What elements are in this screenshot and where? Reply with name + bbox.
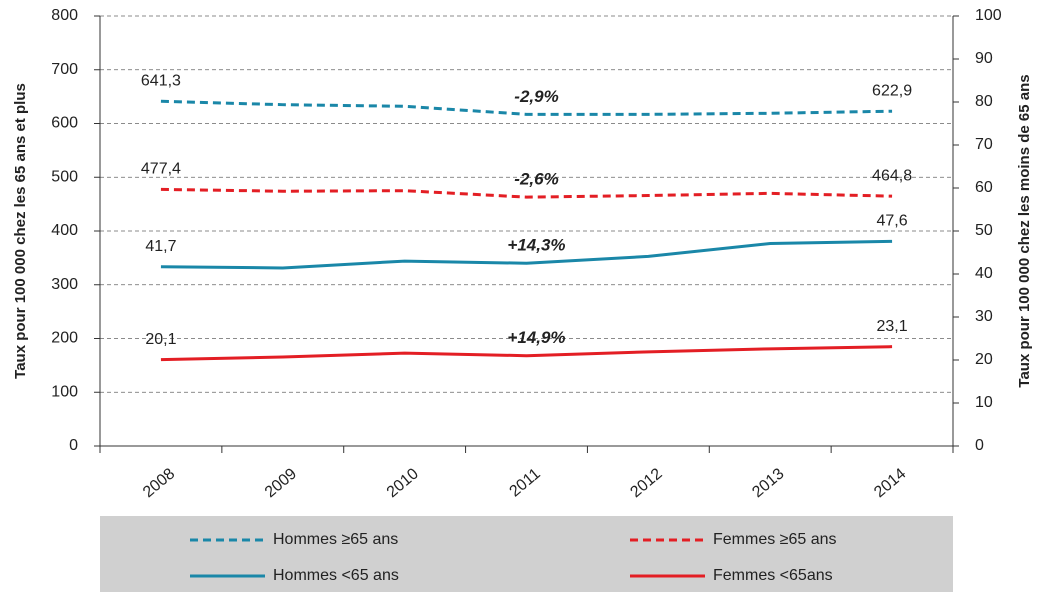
legend-box xyxy=(100,516,953,592)
y-axis-title: Taux pour 100 000 chez les 65 ans et plu… xyxy=(12,83,29,379)
data-label: 23,1 xyxy=(877,318,908,335)
y2-tick-label: 60 xyxy=(975,179,993,196)
change-label: +14,9% xyxy=(507,328,565,347)
y-tick-label: 100 xyxy=(51,383,78,400)
y2-tick-label: 40 xyxy=(975,265,993,282)
y-tick-label: 800 xyxy=(51,7,78,24)
y-tick-label: 600 xyxy=(51,115,78,132)
series-line xyxy=(160,239,893,270)
data-label: 641,3 xyxy=(141,73,181,90)
x-tick-label: 2009 xyxy=(262,465,300,501)
y-tick-label: 200 xyxy=(51,330,78,347)
y2-axis-title: Taux pour 100 000 chez les moins de 65 a… xyxy=(1016,74,1033,387)
y-tick-label: 300 xyxy=(51,276,78,293)
y2-tick-label: 10 xyxy=(975,394,993,411)
y2-tick-label: 20 xyxy=(975,351,993,368)
data-label: 464,8 xyxy=(872,167,912,184)
change-label: -2,6% xyxy=(514,170,558,189)
data-label: 47,6 xyxy=(877,213,908,230)
data-label: 477,4 xyxy=(141,161,181,178)
change-label: +14,3% xyxy=(507,236,565,255)
legend-label: Hommes <65 ans xyxy=(273,567,399,584)
change-label: -2,9% xyxy=(514,87,558,106)
x-tick-label: 2008 xyxy=(140,465,178,501)
x-tick-label: 2013 xyxy=(749,465,787,501)
legend-label: Hommes ≥65 ans xyxy=(273,531,398,548)
y-tick-label: 500 xyxy=(51,168,78,185)
y2-tick-label: 0 xyxy=(975,437,984,454)
legend-label: Femmes ≥65 ans xyxy=(713,531,837,548)
y2-tick-label: 100 xyxy=(975,7,1002,24)
y2-tick-label: 50 xyxy=(975,222,993,239)
data-label: 622,9 xyxy=(872,82,912,99)
series-line xyxy=(160,345,893,362)
y2-tick-label: 70 xyxy=(975,136,993,153)
x-tick-label: 2014 xyxy=(871,465,909,501)
x-tick-label: 2012 xyxy=(627,465,665,501)
y-tick-label: 400 xyxy=(51,222,78,239)
data-label: 41,7 xyxy=(145,238,176,255)
x-tick-label: 2010 xyxy=(384,465,422,501)
series-line xyxy=(160,99,893,116)
y-tick-label: 0 xyxy=(69,437,78,454)
y2-tick-label: 90 xyxy=(975,50,993,67)
y-tick-label: 700 xyxy=(51,61,78,78)
data-label: 20,1 xyxy=(145,331,176,348)
y2-tick-label: 80 xyxy=(975,93,993,110)
y2-tick-label: 30 xyxy=(975,308,993,325)
legend-label: Femmes <65ans xyxy=(713,567,833,584)
x-tick-label: 2011 xyxy=(506,465,543,500)
series-line xyxy=(160,187,893,199)
